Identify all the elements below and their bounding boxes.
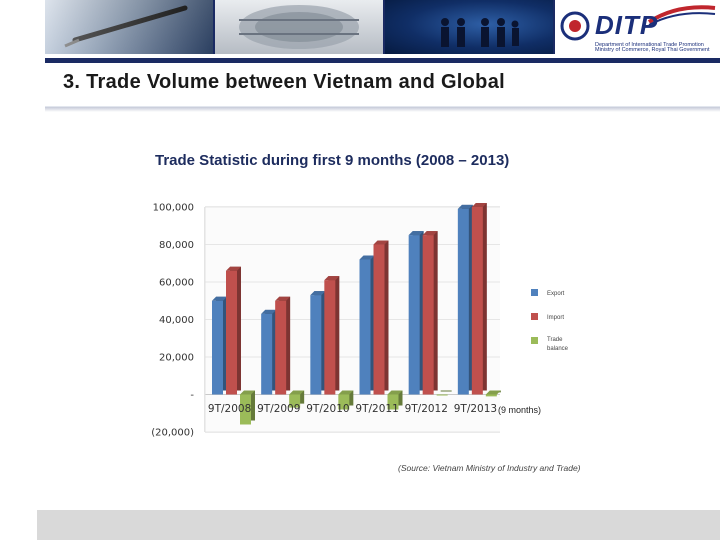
y-tick-label: 80,000 (159, 240, 194, 251)
bar-top (373, 240, 389, 245)
bar-top (310, 291, 326, 296)
bar-top (359, 255, 375, 260)
legend-label: Export (547, 291, 565, 297)
x-axis-categories: 9T/2008 9T/2009 9T/2010 9T/2011 9T/2012 9T/20… (208, 403, 497, 415)
legend-swatch-2 (531, 337, 538, 344)
ditp-swoosh-icon (647, 5, 716, 26)
bar-top (387, 390, 403, 395)
bar-trade-balance-9t-2010 (338, 394, 350, 410)
legend-swatch-1 (531, 313, 538, 320)
period-note: (9 months) (498, 405, 541, 415)
y-tick-label: (20,000) (151, 428, 194, 439)
bar-trade-balance-9t-2012 (436, 394, 448, 396)
slide-title: 3. Trade Volume between Vietnam and Glob… (63, 71, 505, 93)
ditp-emblem-icon (560, 11, 590, 41)
bar-import-9t-2012 (422, 235, 434, 395)
y-tick-label: - (190, 390, 194, 401)
header-banner: DITP Department of International Trade P… (45, 0, 720, 54)
bar-export-9t-2010 (310, 295, 322, 395)
bar-trade-balance-9t-2011 (387, 394, 399, 410)
bar-trade-balance-9t-2008 (240, 394, 251, 425)
chart-title: Trade Statistic during first 9 months (2… (155, 152, 510, 169)
bar-trade-balance-9t-2013 (485, 394, 497, 397)
bar-export-9t-2012 (408, 235, 420, 395)
bar-top (275, 296, 291, 301)
x-category-label: 9T/2013 (454, 403, 497, 415)
bar-export-9t-2009 (261, 313, 273, 395)
y-tick-label: 20,000 (159, 353, 194, 364)
bar-top (261, 309, 277, 314)
bar-import-9t-2010 (324, 280, 336, 395)
bar-side (440, 390, 452, 392)
globe-illustration (239, 5, 359, 49)
bar-export-9t-2013 (457, 208, 469, 395)
bar-import-9t-2008 (226, 270, 237, 395)
people-silhouettes (441, 18, 519, 47)
bar-top (338, 390, 354, 395)
bar-top (240, 390, 255, 395)
bar-top (457, 204, 473, 209)
legend: Export Import Trade balance (531, 289, 569, 352)
legend-label: Import (547, 315, 564, 321)
bar-export-9t-2011 (359, 259, 371, 395)
x-category-label: 9T/2009 (257, 403, 300, 415)
legend-label: Trade (547, 337, 563, 343)
footer-bar (37, 510, 720, 540)
bar-import-9t-2013 (471, 207, 483, 395)
bar-import-9t-2009 (275, 300, 287, 395)
bar-top (226, 266, 241, 271)
business-people-photo (385, 0, 553, 54)
bar-import-9t-2011 (373, 244, 385, 395)
bar-top (289, 390, 305, 395)
y-tick-label: 60,000 (159, 278, 194, 289)
bar-top (408, 231, 424, 236)
bars (212, 203, 501, 425)
x-category-label: 9T/2008 (208, 403, 251, 415)
pen-illustration (45, 0, 213, 54)
ditp-logo: DITP Department of International Trade P… (555, 0, 720, 54)
legend-label: balance (547, 346, 569, 352)
logo-subtitle-department: Department of International Trade Promot… (595, 42, 704, 48)
bar-trade-balance-9t-2009 (289, 394, 301, 408)
y-axis-ticks: 100,000 80,000 60,000 40,000 20,000 - (20,000) (151, 203, 194, 439)
slide-title-bar: 3. Trade Volume between Vietnam and Glob… (45, 58, 720, 112)
bar-top (422, 231, 438, 236)
pen-photo (45, 0, 213, 54)
logo-text: DITP (595, 10, 659, 40)
bar-top (471, 203, 487, 207)
bar-top (212, 296, 227, 301)
bar-top (324, 276, 340, 281)
y-tick-label: 40,000 (159, 315, 194, 326)
source-note: (Source: Vietnam Ministry of Industry an… (398, 463, 581, 473)
bar-top (485, 390, 501, 395)
logo-subtitle-ministry: Ministry of Commerce, Royal Thai Governm… (595, 47, 710, 53)
bar-export-9t-2008 (212, 300, 223, 395)
x-category-label: 9T/2012 (405, 403, 448, 415)
x-category-label: 9T/2011 (355, 403, 398, 415)
y-tick-label: 100,000 (153, 203, 194, 214)
legend-swatch-0 (531, 289, 538, 296)
global-trade-photo (215, 0, 383, 54)
x-category-label: 9T/2010 (306, 403, 349, 415)
